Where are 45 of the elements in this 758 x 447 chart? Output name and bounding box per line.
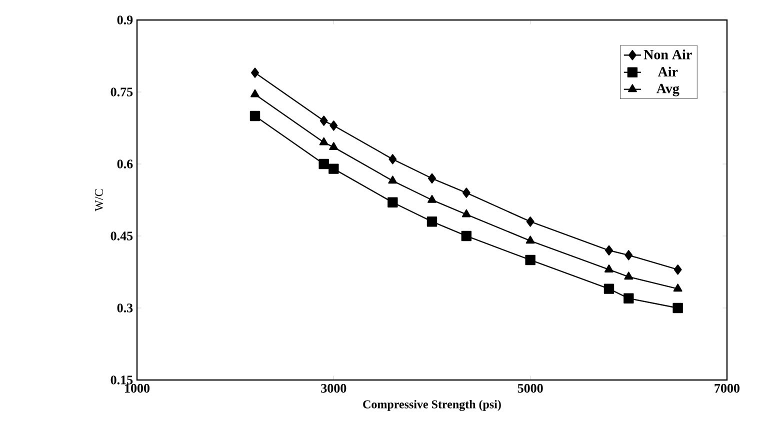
point: [624, 250, 633, 260]
point: [251, 68, 259, 78]
point: [674, 264, 682, 275]
y-tick-label: 0.45: [110, 232, 133, 240]
point: [672, 302, 683, 314]
point: [526, 236, 535, 244]
point: [426, 216, 438, 227]
y-tick-label: 0.9: [117, 16, 133, 24]
point: [428, 194, 436, 203]
y-tick-label: 0.6: [117, 160, 133, 168]
legend-label: Non Air: [644, 49, 692, 60]
x-tick-label: 3000: [321, 384, 346, 393]
y-tick-label: 0.15: [110, 376, 133, 384]
point: [318, 158, 329, 170]
legend-label: Avg: [656, 84, 680, 96]
y-axis-title: W/C: [94, 189, 104, 212]
point: [461, 230, 472, 242]
point: [605, 245, 613, 256]
point: [604, 264, 614, 272]
point: [462, 209, 471, 218]
point: [624, 293, 634, 304]
point: [673, 284, 682, 292]
point: [388, 176, 398, 184]
y-tick-label: 0.75: [110, 88, 133, 96]
point: [320, 116, 328, 126]
point: [328, 164, 339, 174]
x-tick-label: 1000: [125, 384, 150, 393]
x-tick-label: 5000: [518, 384, 543, 393]
point: [428, 173, 436, 184]
point: [250, 110, 260, 122]
legend-label: Air: [658, 66, 678, 76]
x-tick-label: 7000: [714, 384, 740, 393]
point: [604, 284, 614, 294]
point: [388, 197, 398, 208]
point: [525, 254, 536, 266]
x-axis-title: Compressive Strength (psi): [363, 400, 501, 411]
point: [330, 120, 338, 131]
point: [319, 137, 328, 146]
y-tick-label: 0.3: [117, 304, 133, 312]
point: [388, 154, 397, 164]
point: [624, 272, 634, 280]
point: [329, 142, 338, 150]
point: [526, 216, 534, 227]
point: [250, 89, 260, 98]
point: [462, 188, 470, 198]
